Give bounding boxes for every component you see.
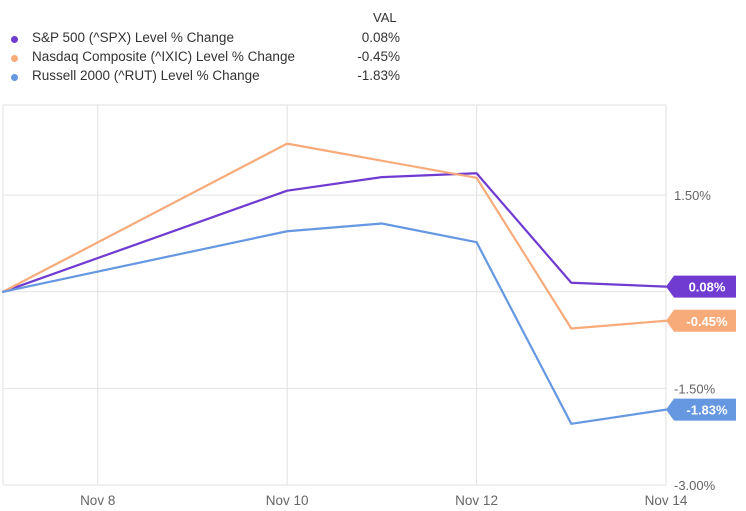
y-tick-label: -3.00% [674, 478, 716, 493]
legend-label-rut: Russell 2000 (^RUT) Level % Change [32, 68, 260, 83]
legend-label-spx: S&P 500 (^SPX) Level % Change [32, 30, 234, 45]
end-value-label-1: -0.45% [686, 314, 728, 329]
series-line-0 [1, 172, 668, 293]
legend-item-ixic: Nasdaq Composite (^IXIC) Level % Change … [0, 49, 420, 67]
legend-value-ixic: -0.45% [357, 49, 400, 64]
y-tick-label: -1.50% [674, 381, 716, 396]
end-value-tag-1 [666, 309, 736, 332]
series-line-2 [1, 222, 668, 425]
x-tick-label: Nov 8 [80, 493, 115, 508]
x-tick-label: Nov 12 [455, 493, 498, 508]
legend-marker-ixic [11, 55, 18, 62]
end-value-label-2: -1.83% [686, 403, 728, 418]
legend-marker-spx [11, 36, 18, 43]
x-tick-label: Nov 14 [645, 493, 688, 508]
x-tick-label: Nov 10 [266, 493, 309, 508]
end-value-tag-2 [666, 398, 736, 421]
legend-label-ixic: Nasdaq Composite (^IXIC) Level % Change [32, 49, 295, 64]
legend-value-header: VAL [373, 10, 397, 25]
series-line-1 [1, 142, 668, 330]
legend-value-spx: 0.08% [361, 30, 400, 45]
legend-marker-rut [11, 74, 18, 81]
y-tick-label: 1.50% [674, 188, 711, 203]
end-value-tag-0 [666, 275, 736, 298]
legend-value-rut: -1.83% [357, 68, 400, 83]
legend-item-spx: S&P 500 (^SPX) Level % Change 0.08% [0, 30, 420, 48]
legend-item-rut: Russell 2000 (^RUT) Level % Change -1.83… [0, 68, 420, 86]
end-value-label-0: 0.08% [689, 280, 726, 295]
